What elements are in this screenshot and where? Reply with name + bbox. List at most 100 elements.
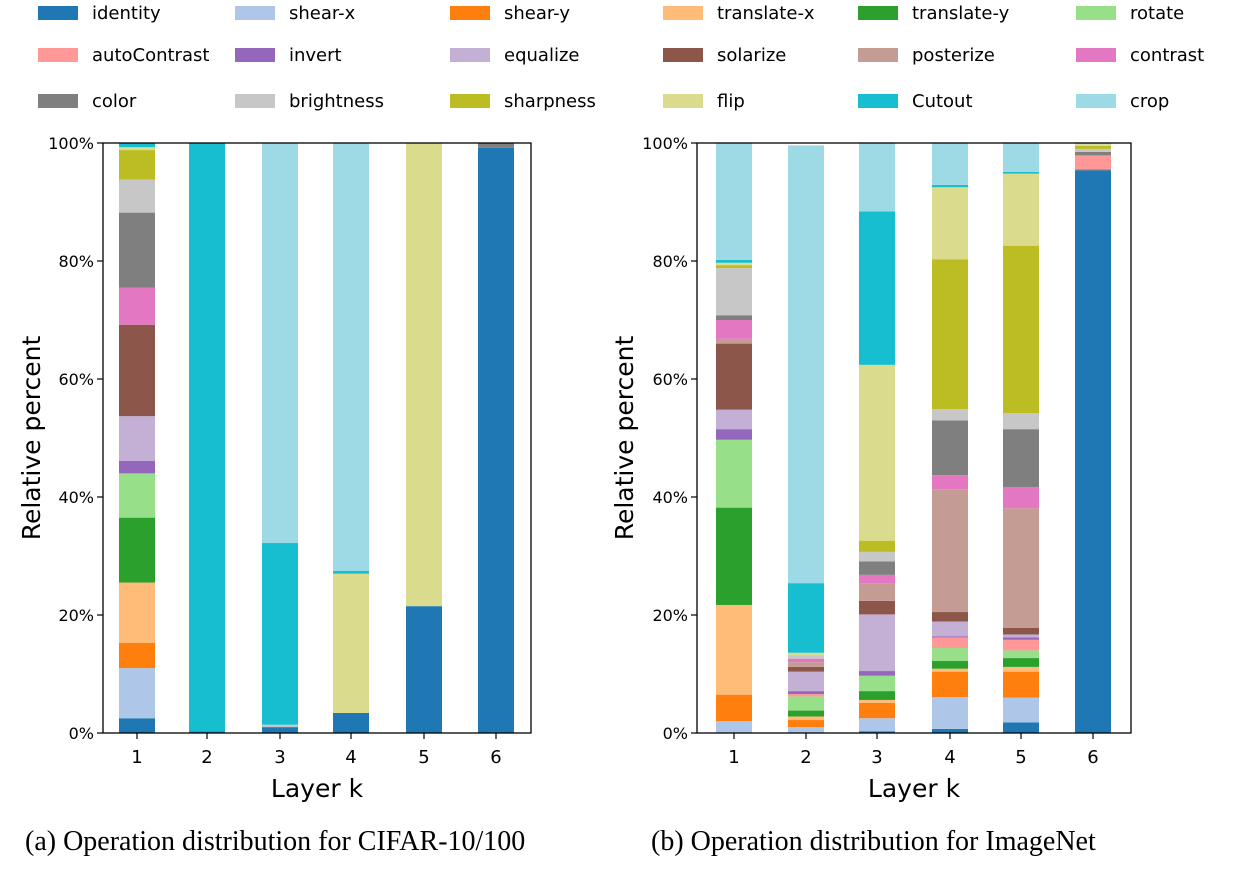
bar-segment-translate-x — [119, 582, 155, 643]
bar-segment-solarize — [932, 612, 968, 622]
bar-segment-brightness — [1003, 413, 1039, 430]
legend-label: identity — [92, 2, 161, 24]
bar-segment-color — [119, 212, 155, 288]
bar-segment-sharpness — [1075, 145, 1111, 149]
legend-swatch — [1076, 6, 1116, 20]
bar-segment-translate-x — [932, 668, 968, 672]
bar-segment-translate-y — [119, 517, 155, 583]
bar-segment-color — [716, 315, 752, 320]
caption-a: (a) Operation distribution for CIFAR-10/… — [25, 826, 526, 857]
legend-item-shear-y: shear-y — [450, 0, 570, 26]
bar-segment-solarize — [859, 600, 895, 615]
bar-segment-sharpness — [932, 259, 968, 410]
legend-item-rotate: rotate — [1076, 0, 1184, 26]
bar-segment-sharpness — [716, 265, 752, 269]
bar-segment-equalize — [788, 671, 824, 692]
legend-label: shear-x — [289, 2, 356, 24]
bar-segment-translate-y — [716, 507, 752, 605]
bar-segment-color — [1003, 429, 1039, 487]
bar-segment-invert — [788, 691, 824, 695]
plot-frame — [696, 142, 1132, 734]
bar-segment-shear-y — [716, 694, 752, 722]
legend-item-posterize: posterize — [858, 42, 995, 68]
legend-item-translate-y: translate-y — [858, 0, 1009, 26]
legend-label: shear-y — [504, 2, 570, 24]
x-tick-label: 5 — [1015, 747, 1026, 768]
y-axis-label: Relative percent — [610, 336, 639, 541]
legend: identity shear-x shear-y translate-x transla… — [0, 0, 1239, 125]
bar-segment-equalize — [859, 614, 895, 672]
bar-segment-posterize — [716, 338, 752, 344]
legend-swatch — [858, 94, 898, 108]
bar-segment-translate-y — [859, 691, 895, 700]
bar-segment-shear-y — [1003, 671, 1039, 698]
bar-segment-crop — [859, 143, 895, 212]
bar-segment-equalize — [119, 416, 155, 462]
bar-segment-cutout — [932, 184, 968, 188]
bar-segment-flip — [1003, 173, 1039, 246]
bar-segment-shear-y — [1075, 168, 1111, 171]
legend-swatch — [450, 48, 490, 62]
bar-segment-color — [1075, 151, 1111, 156]
y-tick-label: 0% — [663, 724, 688, 743]
x-tick-label: 4 — [944, 747, 955, 768]
bar-segment-solarize — [716, 343, 752, 410]
bar-segment-autocontrast — [1075, 155, 1111, 169]
bar-segment-brightness — [1075, 148, 1111, 152]
bar-segment-sharpness — [859, 540, 895, 552]
legend-item-crop: crop — [1076, 88, 1169, 114]
bar-segment-contrast — [932, 475, 968, 490]
bar-segment-flip — [788, 652, 824, 656]
x-tick-label: 4 — [345, 747, 356, 768]
x-tick-label: 2 — [800, 747, 811, 768]
legend-item-invert: invert — [235, 42, 342, 68]
bar-segment-cutout — [788, 583, 824, 653]
bar-segment-flip — [859, 364, 895, 541]
bar-segment-shear-y — [119, 642, 155, 669]
legend-item-equalize: equalize — [450, 42, 579, 68]
y-tick-label: 100% — [48, 134, 94, 153]
x-axis-label: Layer k — [868, 774, 961, 803]
bar-segment-flip — [333, 573, 369, 713]
bar-segment-sharpness — [1003, 245, 1039, 414]
bar-segment-rotate — [932, 648, 968, 662]
bar-segment-crop — [932, 143, 968, 185]
legend-swatch — [663, 48, 703, 62]
bar-segment-brightness — [119, 179, 155, 213]
legend-swatch — [663, 6, 703, 20]
chart-b: 0% 20% 40% 60% 80% 100% 1 2 3 4 5 6 Layer k Relative … — [610, 134, 1132, 803]
y-tick-label: 60% — [652, 370, 688, 389]
bar-segment-autocontrast — [1003, 639, 1039, 651]
bar-segment-cutout — [333, 570, 369, 574]
bar-segment-solarize — [788, 666, 824, 672]
bar-segment-posterize — [1003, 508, 1039, 628]
legend-swatch — [1076, 94, 1116, 108]
bar-segment-rotate — [1003, 650, 1039, 659]
bar-segment-identity — [406, 606, 442, 733]
legend-swatch — [235, 94, 275, 108]
x-tick-label: 6 — [490, 747, 501, 768]
bar-segment-crop — [333, 143, 369, 571]
legend-item-flip: flip — [663, 88, 745, 114]
bar-segment-rotate — [859, 675, 895, 692]
bar-segment-translate-x — [859, 699, 895, 703]
bar-segment-color — [478, 143, 514, 148]
legend-label: autoContrast — [92, 44, 210, 66]
bar-segment-crop — [262, 143, 298, 544]
legend-item-sharpness: sharpness — [450, 88, 596, 114]
bar-segment-identity — [1003, 722, 1039, 733]
bar-segment-identity — [262, 727, 298, 733]
bar-segment-autocontrast — [788, 694, 824, 697]
bar-segment-equalize — [1003, 634, 1039, 638]
legend-swatch — [663, 94, 703, 108]
bar-segment-identity — [859, 731, 895, 733]
bar-segment-shear-x — [716, 721, 752, 733]
bar-segment-cutout — [859, 211, 895, 365]
y-tick-label: 20% — [652, 606, 688, 625]
legend-item-cutout: Cutout — [858, 88, 973, 114]
legend-swatch — [38, 48, 78, 62]
x-tick-label: 5 — [418, 747, 429, 768]
legend-item-autocontrast: autoContrast — [38, 42, 209, 68]
bar-segment-cutout — [119, 143, 155, 148]
